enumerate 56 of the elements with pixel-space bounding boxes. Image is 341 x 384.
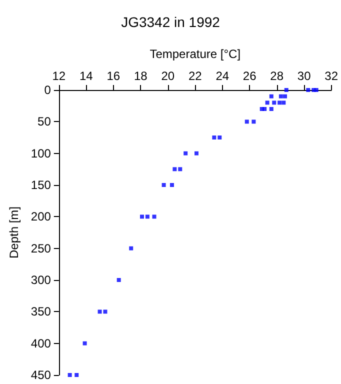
point [212,136,216,140]
point [284,88,288,92]
point [74,373,79,377]
x-axis-title: Temperature [°C] [150,47,241,61]
x-tick-label: 32 [324,69,338,83]
point [265,100,270,105]
y-tick-label: 100 [30,146,52,160]
x-tick-label: 18 [134,69,148,83]
point [194,151,198,156]
point [129,246,134,250]
point [278,94,283,98]
x-tick-label: 12 [52,69,66,83]
y-tick-label: 0 [44,83,52,97]
point [103,310,108,314]
y-tick-label: 350 [30,304,52,319]
point [82,341,87,346]
y-tick-label: 450 [30,368,52,382]
point [170,183,174,187]
y-tick-label: 200 [30,210,52,224]
point [116,278,121,282]
point [172,167,177,172]
point [98,310,102,314]
x-tick-label: 16 [106,69,120,83]
chart-title: JG3342 in 1992 [121,14,220,30]
point [178,167,182,172]
point [272,100,276,105]
y-tick-label: 150 [30,178,52,192]
point [282,100,286,105]
point [145,214,150,219]
point [306,88,310,92]
point [262,107,267,111]
x-tick-label: 14 [79,69,94,83]
y-axis-title: Depth [m] [7,206,21,259]
x-tick-label: 20 [161,69,175,83]
point [283,94,288,98]
y-tick-label: 250 [30,241,52,256]
point [244,120,249,124]
x-tick-label: 26 [242,69,257,83]
point [140,214,144,219]
x-tick-label: 22 [188,69,202,83]
point [314,88,318,92]
point [269,94,274,98]
point [184,151,188,156]
y-tick-label: 300 [30,273,52,287]
y-tick-label: 400 [30,336,52,350]
point [68,373,72,377]
point [252,120,256,124]
point [162,183,166,187]
point [269,107,274,111]
point [278,100,282,105]
x-tick-label: 28 [270,69,284,83]
point [152,214,156,219]
x-tick-label: 30 [297,69,312,83]
point [218,136,222,140]
x-tick-label: 24 [216,69,230,83]
y-tick-label: 50 [38,114,52,129]
